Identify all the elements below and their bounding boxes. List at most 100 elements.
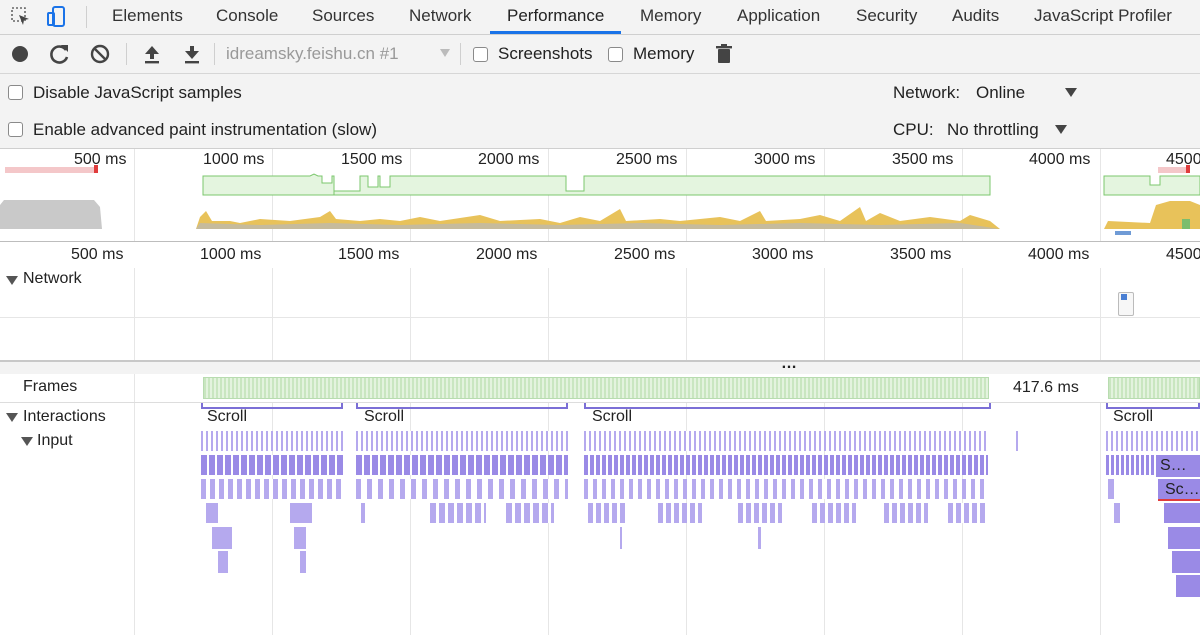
- tab-security[interactable]: Security: [856, 6, 918, 25]
- input-event[interactable]: [1168, 527, 1200, 549]
- tab-console[interactable]: Console: [216, 6, 279, 25]
- frame-strip[interactable]: [1108, 377, 1200, 399]
- input-track-label[interactable]: Input: [37, 432, 73, 449]
- overview-tick: 4500: [1166, 151, 1200, 168]
- tab-audits[interactable]: Audits: [952, 6, 1000, 25]
- input-event[interactable]: [206, 503, 218, 523]
- input-event[interactable]: [1158, 479, 1200, 501]
- chevron-down-icon: [1065, 88, 1077, 97]
- overview-tick: 1000 ms: [203, 151, 265, 168]
- scroll-label: Scroll: [592, 408, 633, 425]
- overview-tick: 3500 ms: [892, 151, 954, 168]
- interactions-track-label[interactable]: Interactions: [23, 408, 106, 425]
- input-event[interactable]: [620, 527, 622, 549]
- long-task-marker: [1186, 165, 1190, 173]
- input-event[interactable]: [1114, 503, 1120, 523]
- input-event[interactable]: [300, 551, 306, 573]
- input-event-row[interactable]: [588, 503, 628, 523]
- advanced-paint-checkbox[interactable]: [8, 122, 23, 137]
- input-event-row[interactable]: [884, 503, 928, 523]
- input-event[interactable]: [294, 527, 306, 549]
- input-event-row[interactable]: [658, 503, 702, 523]
- frames-track-label: Frames: [23, 378, 78, 395]
- scroll-label: Scroll: [207, 408, 248, 425]
- memory-checkbox[interactable]: [608, 47, 623, 62]
- input-event-row[interactable]: [356, 455, 568, 475]
- input-event-row[interactable]: [1106, 431, 1200, 451]
- ruler-tick: 4000 ms: [1028, 246, 1090, 263]
- expand-triangle-icon[interactable]: [21, 437, 33, 446]
- ruler-tick: 1000 ms: [200, 246, 262, 263]
- input-event-row[interactable]: [201, 479, 343, 499]
- input-event[interactable]: [218, 551, 228, 573]
- frames-track[interactable]: Frames 417.6 ms: [0, 374, 1200, 403]
- input-event-row[interactable]: [948, 503, 988, 523]
- record-button[interactable]: [8, 42, 32, 66]
- resize-handle[interactable]: …: [781, 355, 797, 372]
- input-event[interactable]: [1016, 431, 1018, 451]
- input-event[interactable]: [1164, 503, 1200, 523]
- inspect-element-icon[interactable]: [10, 6, 32, 28]
- screenshots-checkbox[interactable]: [473, 47, 488, 62]
- screenshots-label: Screenshots: [498, 44, 593, 63]
- target-select[interactable]: idreamsky.feishu.cn #1: [226, 44, 399, 63]
- disable-js-samples-checkbox[interactable]: [8, 85, 23, 100]
- trash-icon[interactable]: [712, 42, 736, 66]
- reload-record-icon[interactable]: [48, 42, 72, 66]
- input-event-row[interactable]: [584, 479, 988, 499]
- input-event-row[interactable]: [584, 455, 988, 475]
- expand-triangle-icon[interactable]: [6, 413, 18, 422]
- timeline-overview[interactable]: 500 ms 1000 ms 1500 ms 2000 ms 2500 ms 3…: [0, 149, 1200, 242]
- input-event-row[interactable]: [201, 455, 343, 475]
- input-event[interactable]: [758, 527, 761, 549]
- tab-javascript-profiler[interactable]: JavaScript Profiler: [1034, 6, 1172, 25]
- scroll-interaction[interactable]: [1106, 403, 1200, 409]
- scroll-interaction[interactable]: [584, 403, 991, 409]
- tab-application[interactable]: Application: [737, 6, 821, 25]
- overview-tick: 2000 ms: [478, 151, 540, 168]
- input-event[interactable]: [212, 527, 232, 549]
- ruler-tick: 2500 ms: [614, 246, 676, 263]
- network-track[interactable]: Network: [0, 268, 1200, 361]
- cpu-activity-chart: [0, 200, 1200, 229]
- tab-performance[interactable]: Performance: [490, 0, 622, 34]
- interactions-track[interactable]: Interactions Input Scroll Scroll Scroll …: [0, 403, 1200, 635]
- expand-triangle-icon[interactable]: [6, 276, 18, 285]
- input-event-row[interactable]: [356, 479, 568, 499]
- ruler-tick: 1500 ms: [338, 246, 400, 263]
- tab-sources[interactable]: Sources: [312, 6, 375, 25]
- overview-tick: 1500 ms: [341, 151, 403, 168]
- frame-strip[interactable]: [203, 377, 989, 399]
- input-event-row[interactable]: [738, 503, 782, 523]
- input-event-row[interactable]: [812, 503, 856, 523]
- memory-label: Memory: [633, 44, 695, 63]
- tab-memory[interactable]: Memory: [640, 6, 702, 25]
- load-profile-icon[interactable]: [140, 42, 164, 66]
- input-event-row[interactable]: [506, 503, 554, 523]
- clear-icon[interactable]: [88, 42, 112, 66]
- input-event-row[interactable]: [1106, 455, 1156, 475]
- network-track-label[interactable]: Network: [23, 270, 82, 287]
- input-event-row[interactable]: [356, 431, 568, 451]
- input-event[interactable]: [1176, 575, 1200, 597]
- overview-tick: 3000 ms: [754, 151, 816, 168]
- input-event[interactable]: [1172, 551, 1200, 573]
- split-divider[interactable]: …: [0, 355, 1200, 375]
- input-event-row[interactable]: [430, 503, 486, 523]
- input-event-row[interactable]: [201, 431, 343, 451]
- scroll-interaction[interactable]: [201, 403, 343, 409]
- network-throttling-select[interactable]: Online: [976, 83, 1026, 102]
- input-event[interactable]: [1108, 479, 1114, 499]
- input-event[interactable]: [290, 503, 312, 523]
- network-request-bar[interactable]: [1118, 292, 1134, 316]
- device-toolbar-icon[interactable]: [46, 5, 68, 29]
- input-event[interactable]: [361, 503, 365, 523]
- network-throttling-label: Network:: [893, 83, 961, 102]
- cpu-throttling-select[interactable]: No throttling: [947, 120, 1039, 139]
- input-event-row[interactable]: [584, 431, 988, 451]
- save-profile-icon[interactable]: [180, 42, 204, 66]
- scroll-interaction[interactable]: [356, 403, 568, 409]
- input-event[interactable]: [1156, 455, 1200, 477]
- tab-network[interactable]: Network: [409, 6, 472, 25]
- tab-elements[interactable]: Elements: [112, 6, 183, 25]
